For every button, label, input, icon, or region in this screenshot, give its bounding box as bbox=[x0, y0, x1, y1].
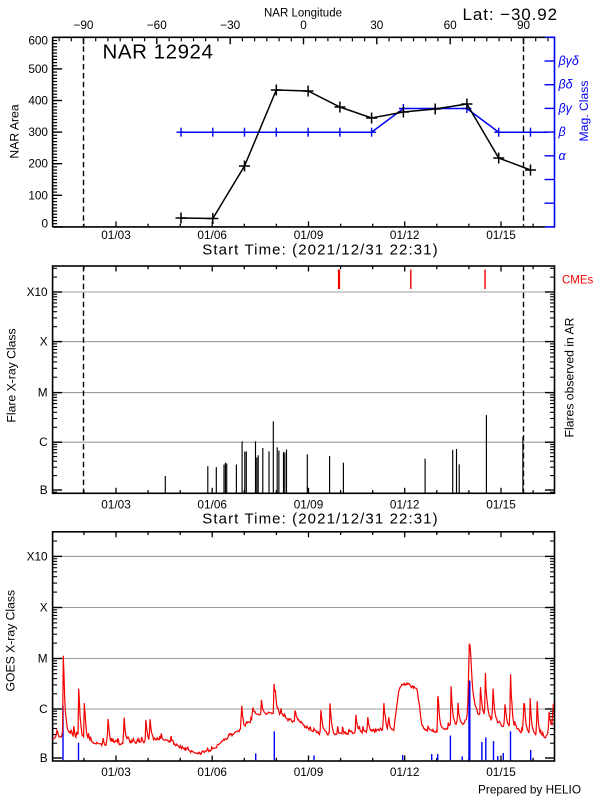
svg-text:01/06: 01/06 bbox=[197, 498, 227, 512]
svg-text:600: 600 bbox=[28, 33, 48, 47]
svg-text:B: B bbox=[40, 751, 48, 765]
svg-text:α: α bbox=[559, 149, 567, 163]
svg-text:CMEs: CMEs bbox=[562, 275, 594, 287]
svg-text:01/03: 01/03 bbox=[101, 228, 131, 242]
svg-text:NAR 12924: NAR 12924 bbox=[103, 41, 214, 64]
svg-text:NAR Area: NAR Area bbox=[8, 104, 22, 158]
svg-text:βγ: βγ bbox=[558, 101, 573, 115]
svg-text:C: C bbox=[39, 435, 48, 449]
svg-text:βγδ: βγδ bbox=[558, 54, 580, 68]
svg-text:01/06: 01/06 bbox=[197, 765, 227, 779]
svg-text:01/15: 01/15 bbox=[486, 498, 516, 512]
svg-text:300: 300 bbox=[28, 125, 48, 139]
svg-text:Mag. Class: Mag. Class bbox=[577, 81, 591, 142]
svg-text:01/06: 01/06 bbox=[197, 228, 227, 242]
svg-text:01/12: 01/12 bbox=[390, 498, 420, 512]
svg-text:01/09: 01/09 bbox=[294, 498, 324, 512]
svg-text:X: X bbox=[40, 335, 48, 349]
svg-text:01/03: 01/03 bbox=[101, 498, 131, 512]
svg-text:X: X bbox=[40, 601, 48, 615]
svg-text:01/15: 01/15 bbox=[486, 228, 516, 242]
svg-text:X10: X10 bbox=[27, 285, 48, 299]
svg-text:200: 200 bbox=[28, 157, 48, 171]
svg-text:−60: −60 bbox=[147, 18, 167, 32]
svg-text:GOES X-ray Class: GOES X-ray Class bbox=[4, 590, 18, 692]
svg-text:β: β bbox=[558, 125, 566, 139]
svg-text:B: B bbox=[40, 483, 48, 497]
svg-text:01/09: 01/09 bbox=[294, 228, 324, 242]
svg-text:100: 100 bbox=[28, 188, 48, 202]
svg-text:C: C bbox=[39, 702, 48, 716]
svg-text:01/12: 01/12 bbox=[390, 228, 420, 242]
svg-text:90: 90 bbox=[517, 18, 531, 32]
svg-text:01/12: 01/12 bbox=[390, 765, 420, 779]
svg-text:−90: −90 bbox=[73, 18, 93, 32]
svg-text:01/09: 01/09 bbox=[294, 765, 324, 779]
svg-text:30: 30 bbox=[370, 18, 384, 32]
svg-text:01/15: 01/15 bbox=[486, 765, 516, 779]
svg-text:500: 500 bbox=[28, 62, 48, 76]
svg-text:60: 60 bbox=[444, 18, 458, 32]
svg-text:Flare X-ray Class: Flare X-ray Class bbox=[5, 328, 19, 422]
svg-text:0: 0 bbox=[300, 18, 307, 32]
svg-text:X10: X10 bbox=[27, 549, 48, 563]
svg-text:Prepared by HELIO: Prepared by HELIO bbox=[478, 783, 581, 797]
svg-text:01/03: 01/03 bbox=[101, 765, 131, 779]
svg-text:Flares observed in AR: Flares observed in AR bbox=[563, 317, 577, 437]
svg-text:βδ: βδ bbox=[558, 78, 574, 92]
svg-text:0: 0 bbox=[41, 216, 48, 230]
svg-text:−30: −30 bbox=[220, 18, 240, 32]
svg-text:M: M bbox=[38, 386, 48, 400]
svg-text:M: M bbox=[38, 652, 48, 666]
svg-text:NAR Longitude: NAR Longitude bbox=[264, 8, 342, 20]
svg-text:400: 400 bbox=[28, 94, 48, 108]
svg-text:Lat: −30.92: Lat: −30.92 bbox=[463, 5, 558, 24]
svg-text:Start Time: (2021/12/31 22:31): Start Time: (2021/12/31 22:31) bbox=[202, 242, 438, 259]
svg-text:Start Time: (2021/12/31 22:31): Start Time: (2021/12/31 22:31) bbox=[202, 511, 438, 528]
